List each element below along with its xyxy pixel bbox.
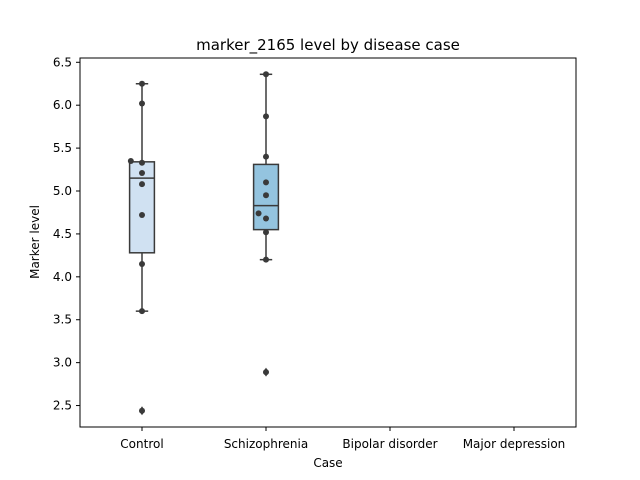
data-point [127, 157, 134, 164]
x-axis: Control Schizophrenia Bipolar disorder Majo… [120, 427, 565, 451]
data-point [139, 159, 145, 166]
data-point [139, 181, 145, 188]
plot-frame [79, 57, 577, 428]
box-1 [252, 73, 280, 377]
data-point [139, 80, 145, 87]
plot-area [79, 57, 577, 428]
points-1 [255, 71, 269, 376]
y-tick-label: 5.0 [53, 184, 72, 198]
box-0 [128, 82, 156, 416]
x-tick-label: Schizophrenia [224, 437, 308, 451]
data-point [263, 113, 269, 120]
y-tick-label: 6.0 [53, 98, 72, 112]
y-tick-label: 2.5 [53, 399, 72, 413]
y-tick-label: 5.5 [53, 141, 72, 155]
data-point [263, 71, 269, 78]
y-tick-label: 3.0 [53, 356, 72, 370]
x-axis-label: Case [313, 456, 342, 470]
data-point [139, 260, 145, 267]
data-point [139, 212, 145, 219]
y-tick-label: 4.0 [53, 270, 72, 284]
data-point [139, 407, 145, 414]
data-point [255, 210, 262, 217]
data-point [263, 256, 269, 263]
data-point [139, 169, 145, 176]
x-tick-label: Major depression [463, 437, 566, 451]
data-point [263, 369, 269, 376]
data-point [263, 215, 269, 222]
y-axis: 2.5 3.0 3.5 4.0 4.5 5.0 5.5 6.0 6.5 [53, 55, 80, 413]
y-tick-label: 4.5 [53, 227, 72, 241]
data-point [263, 153, 269, 160]
x-tick-label: Bipolar disorder [342, 437, 437, 451]
data-point [263, 229, 269, 236]
y-axis-label: Marker level [28, 205, 42, 279]
y-tick-label: 3.5 [53, 313, 72, 327]
points-0 [127, 80, 145, 414]
data-point [139, 308, 145, 315]
box-body [128, 161, 156, 254]
chart-title: marker_2165 level by disease case [196, 36, 460, 55]
data-point [263, 179, 269, 186]
y-tick-label: 6.5 [53, 55, 72, 69]
data-point [263, 192, 269, 199]
x-tick-label: Control [120, 437, 163, 451]
data-point [139, 100, 145, 107]
